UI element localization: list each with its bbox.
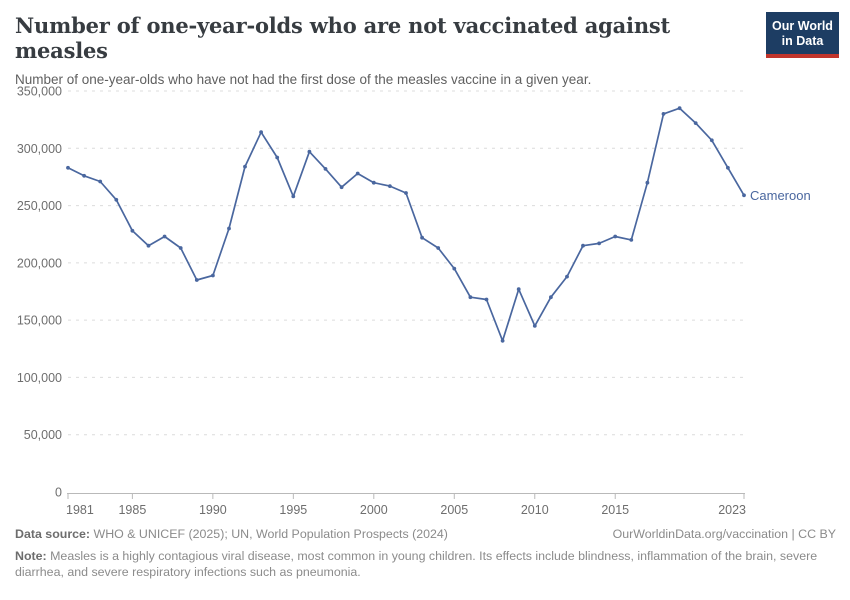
chart-note: Note: Measles is a highly contagious vir…	[15, 548, 830, 580]
data-point	[162, 234, 167, 239]
page-title: Number of one-year-olds who are not vacc…	[15, 13, 671, 64]
y-axis-tick-label: 50,000	[24, 428, 62, 442]
data-source: Data source: WHO & UNICEF (2025); UN, Wo…	[15, 527, 448, 541]
data-point	[211, 273, 215, 278]
data-point	[661, 112, 666, 116]
x-axis-tick-label: 2015	[601, 503, 629, 517]
data-point	[339, 185, 344, 190]
y-axis-tick-label: 350,000	[17, 85, 62, 99]
y-axis-tick-label: 150,000	[17, 314, 62, 328]
data-point	[194, 278, 199, 282]
data-point	[420, 235, 424, 240]
x-axis-tick-label: 1985	[118, 503, 146, 517]
data-point	[388, 184, 392, 189]
data-point	[259, 130, 263, 135]
note-label: Note:	[15, 549, 47, 563]
data-source-label: Data source:	[15, 527, 91, 541]
y-axis-tick-label: 250,000	[17, 199, 62, 213]
data-point	[307, 149, 312, 154]
data-point	[726, 165, 730, 170]
data-point	[243, 164, 247, 169]
series-label-cameroon[interactable]: Cameroon	[750, 188, 811, 203]
x-axis-tick-label: 2005	[440, 503, 468, 517]
data-point	[404, 191, 408, 195]
data-point	[323, 167, 328, 171]
data-point	[275, 155, 280, 160]
data-point	[436, 246, 441, 250]
y-axis-tick-label: 100,000	[17, 371, 62, 385]
owid-logo[interactable]: Our World in Data	[766, 12, 839, 58]
chart-subtitle: Number of one-year-olds who have not had…	[15, 72, 592, 88]
data-point	[742, 193, 746, 198]
data-point	[565, 274, 569, 279]
chart-footer: Data source: WHO & UNICEF (2025); UN, Wo…	[15, 527, 836, 580]
owid-logo-line1: Our World	[772, 19, 833, 33]
data-point	[66, 165, 70, 170]
data-point	[500, 338, 505, 343]
data-point	[98, 179, 103, 184]
data-point	[549, 295, 553, 300]
y-axis-tick-label: 200,000	[17, 256, 62, 270]
data-point	[114, 197, 119, 202]
data-point	[484, 297, 489, 302]
x-axis-tick-label: 2023	[718, 503, 746, 517]
y-axis-tick-label: 300,000	[17, 142, 62, 156]
data-point	[82, 173, 86, 178]
x-axis-tick-label: 2000	[360, 503, 388, 517]
data-point	[146, 243, 151, 248]
data-point	[677, 106, 682, 111]
x-axis-tick-label: 2010	[521, 503, 549, 517]
data-point	[709, 138, 714, 143]
data-point	[629, 238, 634, 242]
data-point	[532, 324, 537, 328]
data-point	[468, 295, 473, 300]
data-source-text: WHO & UNICEF (2025); UN, World Populatio…	[90, 527, 448, 541]
rights-link[interactable]: OurWorldinData.org/vaccination | CC BY	[612, 527, 836, 541]
note-text: Measles is a highly contagious viral dis…	[15, 549, 818, 580]
data-point	[645, 180, 650, 185]
x-axis-tick-label: 1995	[279, 503, 307, 517]
data-point	[613, 234, 618, 239]
owid-logo-line2: in Data	[781, 34, 824, 48]
data-point	[355, 171, 360, 176]
data-point	[178, 246, 183, 250]
chart-header: Number of one-year-olds who are not vacc…	[15, 13, 755, 89]
data-point	[693, 121, 698, 125]
x-axis-tick-label: 1990	[199, 503, 227, 517]
data-point	[130, 228, 135, 233]
cameroon-line	[67, 107, 745, 342]
x-axis-tick-label: 1981	[66, 503, 94, 517]
source-row: Data source: WHO & UNICEF (2025); UN, Wo…	[15, 527, 836, 541]
data-point	[581, 243, 585, 248]
y-axis-tick-label: 0	[55, 486, 62, 500]
data-point	[227, 226, 231, 231]
data-point	[597, 241, 601, 246]
data-point	[291, 194, 296, 199]
data-point	[516, 287, 521, 292]
data-point	[371, 180, 376, 185]
data-point	[452, 266, 457, 271]
